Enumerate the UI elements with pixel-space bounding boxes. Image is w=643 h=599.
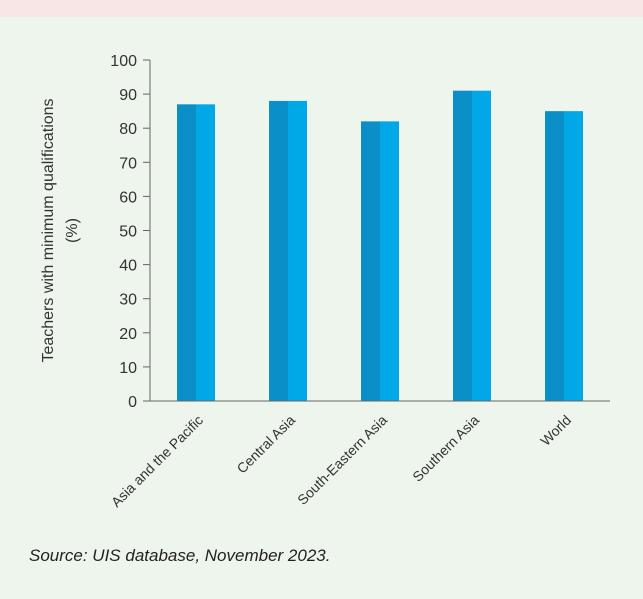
bar-shade-left: [453, 90, 472, 401]
y-tick-label: 20: [119, 326, 137, 343]
source-note: Source: UIS database, November 2023.: [29, 546, 331, 565]
y-axis-title-line2: (%): [64, 218, 81, 243]
x-tick-label: Asia and the Pacific: [108, 412, 206, 510]
x-tick-label: Southern Asia: [409, 412, 482, 485]
bars: [177, 90, 583, 402]
y-tick-label: 80: [119, 121, 137, 138]
bar: [361, 121, 399, 401]
y-axis-title: Teachers with minimum qualifications (%): [40, 98, 81, 362]
y-tick-label: 100: [110, 53, 137, 70]
y-tick-label: 10: [119, 360, 137, 377]
bar: [545, 111, 583, 402]
top-color-band: [0, 0, 643, 17]
y-axis: 0 10 20 30 40 50 60 70 80 90 100: [110, 53, 151, 411]
bar-shade-right: [380, 121, 399, 401]
y-tick-label: 40: [119, 258, 137, 275]
x-tick-label: World: [537, 412, 574, 449]
y-tick-label: 60: [119, 189, 137, 206]
y-tick-label: 0: [128, 394, 137, 411]
x-axis-labels: Asia and the Pacific Central AsiaSouth-Ea…: [108, 412, 574, 510]
y-tick-label: 30: [119, 292, 137, 309]
y-tick-label: 50: [119, 224, 137, 241]
bar-shade-left: [361, 121, 380, 401]
y-tick-label: 70: [119, 155, 137, 172]
bar-shade-left: [269, 100, 288, 402]
bar: [269, 100, 307, 402]
x-tick-label: Central Asia: [233, 412, 298, 477]
bar-shade-right: [196, 104, 215, 401]
bar: [453, 90, 491, 401]
bar: [177, 104, 215, 401]
bar-chart: Teachers with minimum qualifications (%)…: [40, 53, 610, 510]
y-tick-label: 90: [119, 87, 137, 104]
y-axis-title-line1: Teachers with minimum qualifications: [40, 98, 57, 362]
chart-area: Teachers with minimum qualifications (%)…: [0, 17, 643, 599]
x-tick-label: South-Eastern Asia: [294, 412, 390, 508]
bar-shade-right: [288, 100, 307, 402]
bar-shade-left: [177, 104, 196, 401]
bar-shade-right: [564, 111, 583, 402]
bar-shade-left: [545, 111, 564, 402]
bar-shade-right: [472, 90, 491, 401]
